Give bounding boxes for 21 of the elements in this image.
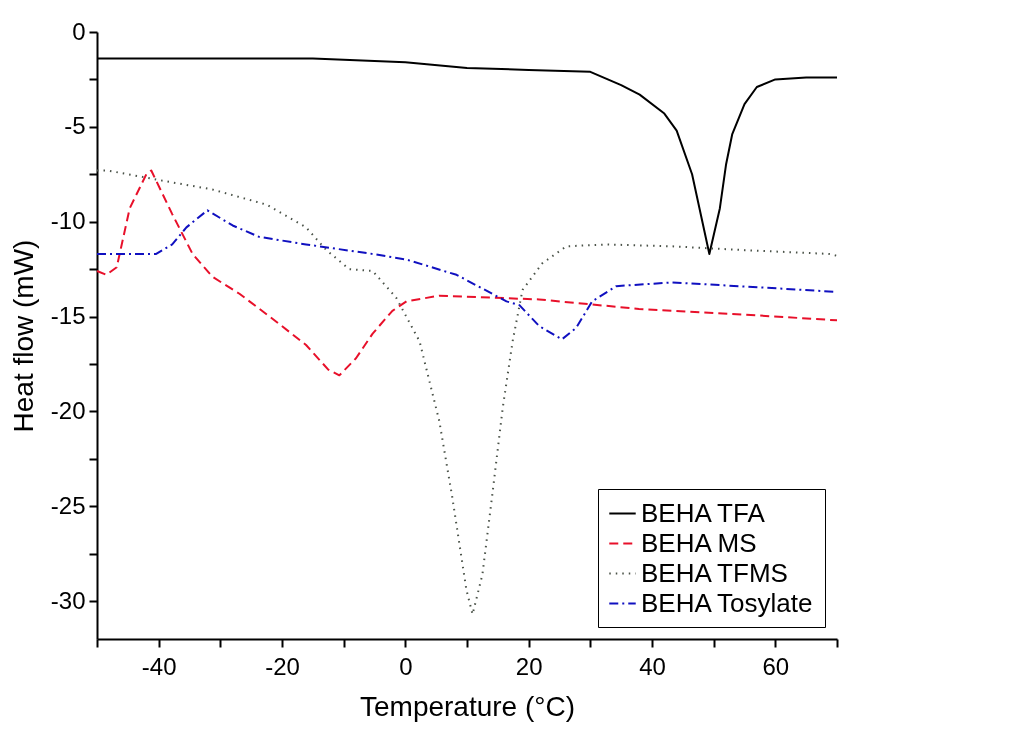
x-tick-label: -20 xyxy=(265,652,300,680)
legend-label: BEHA MS xyxy=(641,527,757,558)
line-series xyxy=(96,169,838,616)
y-tick-label: -10 xyxy=(50,207,86,235)
x-tick-label: 60 xyxy=(762,652,790,680)
line-series xyxy=(96,169,838,377)
y-tick-label: -20 xyxy=(50,396,86,424)
x-tick-label: 40 xyxy=(639,652,666,680)
y-axis-title: Heat flow (mW) xyxy=(7,239,39,433)
legend-label: BEHA TFA xyxy=(641,497,766,528)
y-tick-label: -25 xyxy=(50,491,86,519)
x-tick-label: 20 xyxy=(515,652,543,680)
y-tick-label: -15 xyxy=(50,302,86,330)
y-tick-label: -5 xyxy=(64,112,86,140)
x-tick-label: 0 xyxy=(399,652,413,680)
y-tick-label: -30 xyxy=(50,586,86,614)
x-tick-label: -40 xyxy=(141,652,177,680)
x-axis-title: Temperature (°C) xyxy=(359,690,576,722)
legend-label: BEHA TFMS xyxy=(641,557,788,588)
legend-label: BEHA Tosylate xyxy=(641,587,813,618)
y-tick-label: 0 xyxy=(72,17,86,45)
